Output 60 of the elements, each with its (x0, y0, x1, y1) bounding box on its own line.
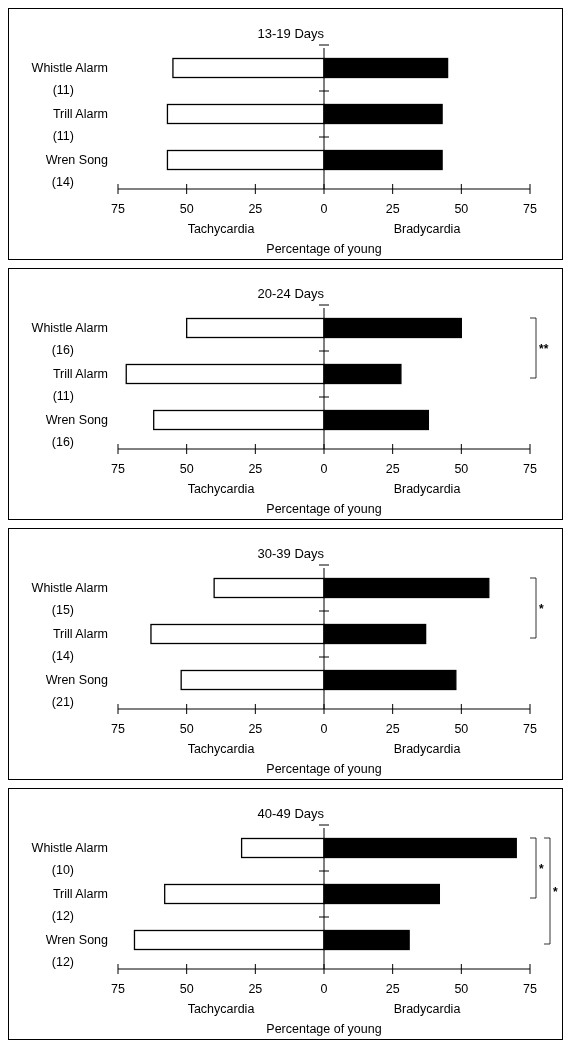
x-tick-label: 25 (248, 202, 263, 216)
x-tick-label: 50 (454, 982, 469, 996)
y-tick-label: Wren Song (21) (45, 673, 109, 709)
y-tick-label: Trill Alarm (14) (51, 627, 108, 663)
x-tick-label: 75 (111, 722, 125, 736)
text: * (553, 885, 558, 899)
chart-title: 20-24 Days (257, 286, 325, 301)
x-tick-label: 50 (179, 722, 194, 736)
chart-title: 13-19 Days (257, 26, 325, 41)
x-tick-label: 50 (454, 462, 469, 476)
y-tick-label: Whistle Alarm (16) (31, 321, 108, 357)
x-tick-label: 25 (385, 462, 400, 476)
y-tick-label: Wren Song (12) (45, 933, 109, 969)
x-axis-title: Percentage of young (266, 762, 382, 776)
text: Bradycardia (393, 1002, 461, 1016)
text: * (539, 602, 544, 616)
y-tick-label: Wren Song (14) (45, 153, 109, 189)
text: Bradycardia (393, 742, 461, 756)
text: Tachycardia (187, 482, 255, 496)
x-tick-label: 25 (248, 462, 263, 476)
chart-title: 30-39 Days (257, 546, 325, 561)
x-axis-title: Percentage of young (266, 1022, 382, 1036)
x-tick-label: 50 (179, 462, 194, 476)
text: Bradycardia (393, 222, 461, 236)
x-tick-label: 50 (179, 202, 194, 216)
x-tick-label: 25 (385, 202, 400, 216)
x-tick-label: 0 (320, 722, 328, 736)
y-tick-label: Whistle Alarm (10) (31, 841, 108, 877)
x-tick-label: 75 (523, 462, 537, 476)
text: Tachycardia (187, 222, 255, 236)
y-tick-label: Whistle Alarm (15) (31, 581, 108, 617)
y-tick-label: Trill Alarm (12) (51, 887, 108, 923)
x-tick-label: 25 (248, 722, 263, 736)
y-tick-label: Trill Alarm (11) (52, 367, 108, 403)
x-axis-title: Percentage of young (266, 242, 382, 256)
x-tick-label: 75 (523, 722, 537, 736)
x-tick-label: 50 (454, 722, 469, 736)
x-tick-label: 25 (248, 982, 263, 996)
text: Tachycardia (187, 742, 255, 756)
x-tick-label: 25 (385, 722, 400, 736)
y-tick-label: Trill Alarm (11) (52, 107, 108, 143)
x-tick-label: 75 (111, 462, 125, 476)
x-tick-label: 75 (523, 982, 537, 996)
x-tick-label: 75 (523, 202, 537, 216)
text: Tachycardia (187, 1002, 255, 1016)
x-axis-title: Percentage of young (266, 502, 382, 516)
x-tick-label: 50 (179, 982, 194, 996)
text: Bradycardia (393, 482, 461, 496)
text: ** (539, 342, 549, 356)
x-tick-label: 75 (111, 202, 125, 216)
x-tick-label: 75 (111, 982, 125, 996)
x-tick-label: 0 (320, 202, 328, 216)
x-tick-label: 0 (320, 982, 328, 996)
chart-title: 40-49 Days (257, 806, 325, 821)
y-tick-label: Wren Song (16) (45, 413, 109, 449)
x-tick-label: 50 (454, 202, 469, 216)
x-tick-label: 0 (320, 462, 328, 476)
x-tick-label: 25 (385, 982, 400, 996)
text: * (539, 862, 544, 876)
y-tick-label: Whistle Alarm (11) (31, 61, 108, 97)
